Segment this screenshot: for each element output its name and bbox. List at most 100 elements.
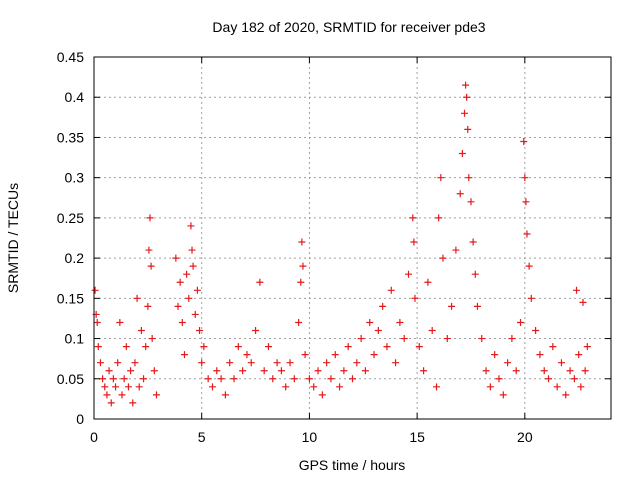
- chart-title: Day 182 of 2020, SRMTID for receiver pde…: [212, 19, 485, 35]
- data-point: [247, 359, 255, 367]
- data-point: [260, 367, 268, 375]
- data-point: [523, 230, 531, 238]
- data-point: [504, 359, 512, 367]
- data-point: [462, 81, 470, 89]
- data-point: [282, 383, 290, 391]
- data-point: [96, 359, 104, 367]
- data-point: [213, 367, 221, 375]
- data-point: [553, 383, 561, 391]
- y-tick-label: 0.45: [57, 49, 84, 65]
- data-point: [420, 367, 428, 375]
- y-axis-label: SRMTID / TECUs: [5, 183, 21, 293]
- data-point: [327, 375, 335, 383]
- data-point: [520, 137, 528, 145]
- data-point: [152, 391, 160, 399]
- data-point: [517, 318, 525, 326]
- x-tick-label: 0: [90, 429, 98, 445]
- data-point: [522, 198, 530, 206]
- data-point: [310, 383, 318, 391]
- data-point: [482, 367, 490, 375]
- y-tick-label: 0.35: [57, 129, 84, 145]
- data-point: [185, 294, 193, 302]
- data-point: [581, 367, 589, 375]
- y-tick-label: 0.3: [65, 170, 85, 186]
- data-point: [148, 335, 156, 343]
- data-point: [120, 375, 128, 383]
- data-point: [221, 391, 229, 399]
- data-point: [396, 318, 404, 326]
- y-tick-label: 0.15: [57, 290, 84, 306]
- data-point: [486, 383, 494, 391]
- data-point: [570, 375, 578, 383]
- y-tick-label: 0.05: [57, 371, 84, 387]
- data-point: [124, 383, 132, 391]
- data-point: [290, 375, 298, 383]
- y-tick-label: 0.25: [57, 210, 84, 226]
- y-tick-label: 0.2: [65, 250, 85, 266]
- data-point: [353, 359, 361, 367]
- data-point: [508, 335, 516, 343]
- data-point: [361, 367, 369, 375]
- data-point: [336, 383, 344, 391]
- data-point: [172, 254, 180, 262]
- data-point: [424, 278, 432, 286]
- data-point: [577, 383, 585, 391]
- data-point: [191, 310, 199, 318]
- data-point: [99, 375, 107, 383]
- data-point: [410, 238, 418, 246]
- data-point: [411, 294, 419, 302]
- data-point: [146, 214, 154, 222]
- data-point: [357, 335, 365, 343]
- data-point: [387, 286, 395, 294]
- data-point: [107, 399, 115, 407]
- data-point: [183, 270, 191, 278]
- data-point: [298, 238, 306, 246]
- data-point: [204, 375, 212, 383]
- data-point: [464, 125, 472, 133]
- data-point: [456, 190, 464, 198]
- data-point: [239, 367, 247, 375]
- data-point: [301, 351, 309, 359]
- data-point: [217, 375, 225, 383]
- data-point: [566, 367, 574, 375]
- data-point: [452, 246, 460, 254]
- data-points: [91, 81, 591, 407]
- data-point: [150, 367, 158, 375]
- data-point: [448, 302, 456, 310]
- data-point: [193, 286, 201, 294]
- data-point: [114, 359, 122, 367]
- data-point: [562, 391, 570, 399]
- data-point: [116, 318, 124, 326]
- data-point: [230, 375, 238, 383]
- data-point: [573, 286, 581, 294]
- data-point: [469, 238, 477, 246]
- data-point: [101, 383, 109, 391]
- data-point: [189, 262, 197, 270]
- data-point: [458, 150, 466, 158]
- data-point: [499, 391, 507, 399]
- data-point: [465, 174, 473, 182]
- data-point: [428, 327, 436, 335]
- data-point: [525, 262, 533, 270]
- data-point: [256, 278, 264, 286]
- data-point: [400, 335, 408, 343]
- data-point: [318, 391, 326, 399]
- data-point: [137, 327, 145, 335]
- plot-frame: [93, 56, 612, 420]
- data-point: [575, 351, 583, 359]
- data-point: [180, 351, 188, 359]
- data-point: [297, 278, 305, 286]
- data-point: [379, 302, 387, 310]
- data-point: [473, 302, 481, 310]
- data-point: [532, 327, 540, 335]
- data-point: [208, 383, 216, 391]
- data-point: [409, 214, 417, 222]
- data-point: [234, 343, 242, 351]
- data-point: [349, 375, 356, 383]
- data-point: [145, 246, 153, 254]
- data-point: [91, 286, 99, 294]
- data-point: [178, 318, 186, 326]
- data-point: [226, 359, 234, 367]
- data-point: [94, 343, 102, 351]
- data-point: [549, 343, 557, 351]
